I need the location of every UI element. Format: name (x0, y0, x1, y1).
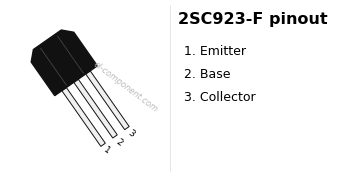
Polygon shape (62, 87, 105, 146)
Polygon shape (86, 71, 129, 130)
Text: 3: 3 (126, 128, 136, 139)
Text: 2SC923-F pinout: 2SC923-F pinout (178, 12, 328, 27)
Text: 3. Collector: 3. Collector (184, 91, 256, 104)
Text: 1. Emitter: 1. Emitter (184, 45, 246, 58)
Polygon shape (74, 79, 117, 138)
Polygon shape (31, 30, 97, 96)
Text: 2: 2 (114, 137, 124, 147)
Text: 1: 1 (102, 145, 112, 156)
Text: 2. Base: 2. Base (184, 68, 231, 81)
Text: el-component.com: el-component.com (92, 60, 159, 114)
